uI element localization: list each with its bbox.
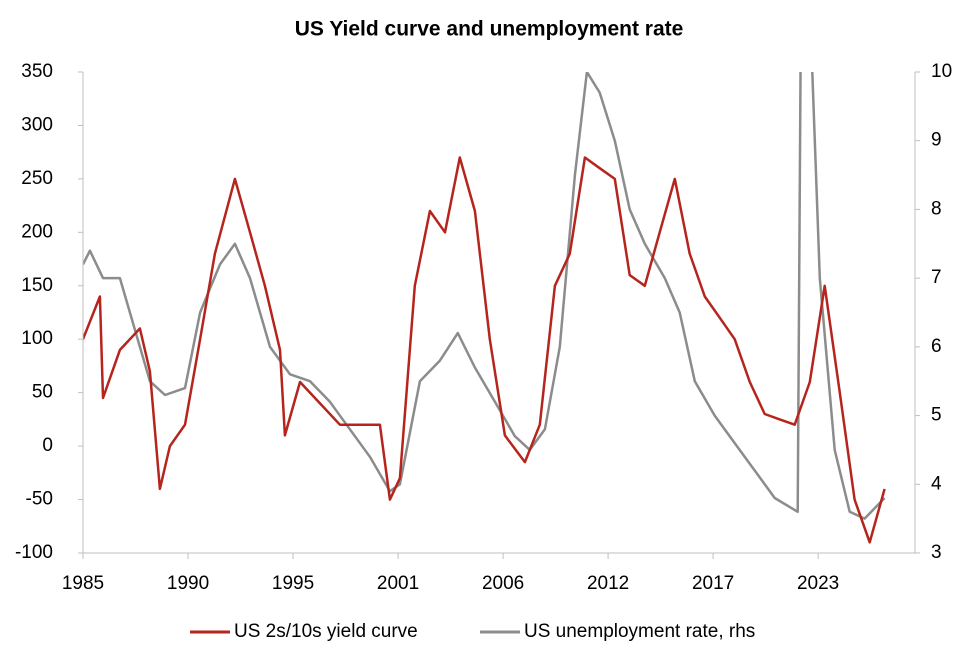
y2-tick-label: 10 <box>931 61 952 82</box>
x-tick-label: 2023 <box>797 573 839 594</box>
y-tick-label: -50 <box>26 489 53 510</box>
chart-title: US Yield curve and unemployment rate <box>295 18 684 41</box>
y2-tick-label: 3 <box>931 542 942 563</box>
y-tick-label: 200 <box>21 221 53 242</box>
x-tick-label: 2012 <box>587 573 629 594</box>
y2-tick-label: 7 <box>931 267 942 288</box>
series-line <box>83 72 886 520</box>
y2-tick-label: 9 <box>931 130 942 151</box>
series-line <box>83 156 886 544</box>
x-tick-label: 1990 <box>167 573 209 594</box>
y2-tick-label: 5 <box>931 405 942 426</box>
legend-label: US 2s/10s yield curve <box>234 621 418 642</box>
legend-label: US unemployment rate, rhs <box>524 621 755 642</box>
y-tick-label: 150 <box>21 275 53 296</box>
y-tick-label: -100 <box>15 542 53 563</box>
y-tick-label: 250 <box>21 168 53 189</box>
y2-tick-label: 4 <box>931 473 942 494</box>
x-tick-label: 2001 <box>377 573 419 594</box>
x-tick-label: 2017 <box>692 573 734 594</box>
plot-area <box>83 72 886 544</box>
y-tick-label: 100 <box>21 328 53 349</box>
y2-tick-label: 6 <box>931 336 942 357</box>
y-tick-label: 50 <box>32 382 53 403</box>
x-tick-label: 1995 <box>272 573 314 594</box>
y-tick-label: 350 <box>21 61 53 82</box>
y2-tick-label: 8 <box>931 198 942 219</box>
y-tick-label: 0 <box>42 435 53 456</box>
y-tick-label: 300 <box>21 114 53 135</box>
x-tick-label: 2006 <box>482 573 524 594</box>
x-tick-label: 1985 <box>62 573 104 594</box>
